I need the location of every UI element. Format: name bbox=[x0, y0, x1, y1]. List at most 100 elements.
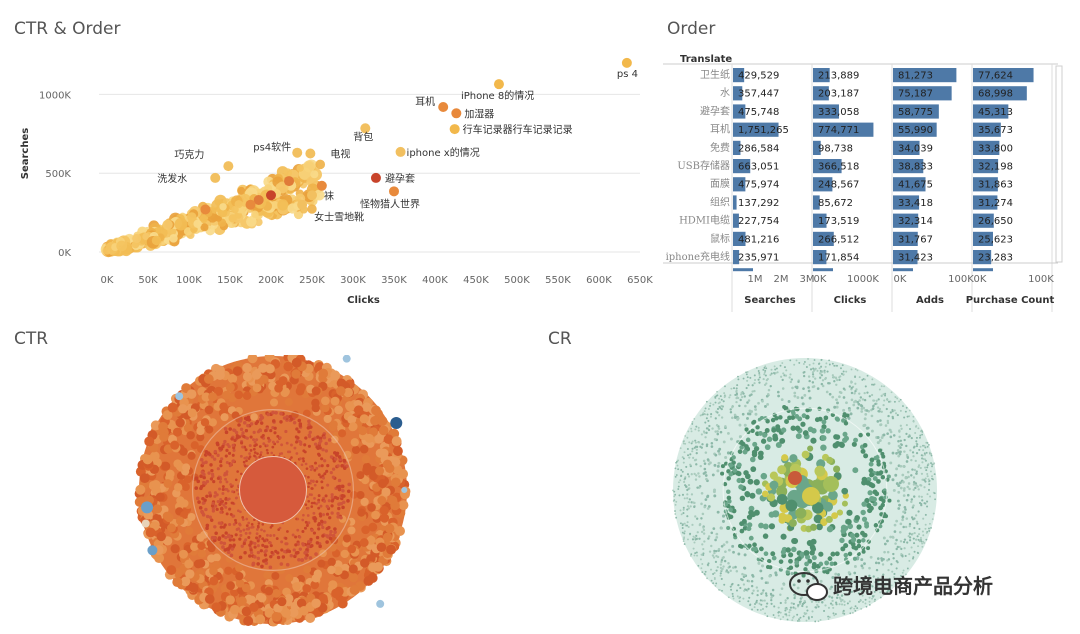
bar bbox=[733, 268, 753, 272]
bubble bbox=[745, 373, 748, 376]
scatter-point bbox=[254, 218, 263, 227]
bubble bbox=[320, 457, 324, 461]
bubble bbox=[348, 572, 359, 583]
bubble bbox=[225, 461, 229, 465]
bubble bbox=[303, 565, 312, 574]
bar-value-label: 481,216 bbox=[738, 234, 779, 245]
x-tick-label: 100K bbox=[176, 275, 202, 286]
bubble bbox=[790, 425, 796, 431]
bubble bbox=[720, 416, 724, 419]
bubble bbox=[862, 443, 868, 448]
bubble bbox=[305, 467, 309, 470]
watermark: 跨境电商产品分析 bbox=[789, 572, 993, 601]
bubble bbox=[915, 520, 919, 523]
bubble bbox=[739, 544, 744, 549]
bubble bbox=[696, 554, 699, 557]
bubble bbox=[672, 500, 675, 502]
bubble bbox=[854, 532, 860, 538]
bubble bbox=[882, 578, 885, 581]
bubble bbox=[243, 551, 247, 555]
bubble bbox=[224, 566, 233, 575]
bubble bbox=[923, 444, 926, 447]
bubble bbox=[321, 534, 325, 538]
bubble bbox=[214, 504, 218, 508]
bubble bbox=[224, 535, 228, 540]
bubble bbox=[796, 613, 799, 616]
bubble bbox=[894, 412, 898, 415]
bubble bbox=[895, 567, 898, 570]
bubble bbox=[718, 401, 721, 404]
bubble bbox=[704, 451, 708, 454]
bubble bbox=[246, 423, 250, 428]
bubble bbox=[779, 437, 786, 444]
bubble bbox=[249, 541, 253, 546]
bubble bbox=[766, 602, 769, 605]
bubble bbox=[807, 386, 810, 389]
bubble bbox=[793, 363, 796, 366]
bubble bbox=[884, 394, 887, 397]
bubble bbox=[849, 532, 855, 539]
bubble bbox=[228, 538, 232, 542]
bubble bbox=[862, 406, 866, 410]
bubble bbox=[356, 471, 365, 480]
bubble bbox=[861, 594, 864, 597]
bubble bbox=[914, 514, 918, 517]
bubble bbox=[835, 383, 838, 387]
bubble bbox=[927, 488, 930, 491]
bubble bbox=[807, 445, 814, 452]
bubble bbox=[732, 566, 735, 569]
bubble bbox=[798, 600, 802, 604]
bubble bbox=[337, 598, 348, 609]
row-header: Translate bbox=[680, 54, 732, 65]
bubble bbox=[395, 525, 405, 536]
bubble bbox=[235, 488, 239, 492]
bubble bbox=[904, 410, 907, 413]
bubble bbox=[674, 475, 677, 478]
bubble bbox=[694, 515, 697, 518]
bubble bbox=[740, 395, 744, 399]
bubble bbox=[841, 364, 844, 367]
scatter-point bbox=[251, 210, 259, 219]
bubble bbox=[717, 427, 721, 430]
row-label: 组织 bbox=[710, 195, 730, 208]
bubble bbox=[770, 551, 776, 557]
bubble bbox=[843, 612, 846, 615]
bubble bbox=[776, 371, 779, 374]
bubble bbox=[831, 576, 835, 579]
bubble bbox=[865, 432, 871, 437]
bubble bbox=[391, 477, 401, 488]
bubble bbox=[331, 467, 336, 471]
bubble bbox=[348, 564, 358, 574]
bubble bbox=[753, 479, 760, 486]
bubble bbox=[713, 551, 716, 555]
bubble bbox=[231, 443, 235, 447]
bubble bbox=[828, 359, 830, 362]
bubble bbox=[922, 540, 925, 543]
bubble bbox=[241, 606, 252, 617]
bubble bbox=[749, 604, 751, 607]
bubble bbox=[216, 499, 220, 504]
bubble bbox=[719, 572, 722, 575]
bubble-highlight bbox=[147, 545, 158, 556]
bubble bbox=[690, 430, 693, 433]
bubble bbox=[900, 553, 903, 556]
bubble bbox=[899, 464, 903, 468]
bubble bbox=[819, 618, 822, 621]
bubble bbox=[347, 415, 357, 425]
bubble bbox=[311, 404, 320, 413]
bubble bbox=[814, 620, 817, 623]
bubble-highlight bbox=[788, 471, 802, 485]
bubble bbox=[318, 544, 322, 549]
bubble bbox=[819, 579, 823, 583]
bubble bbox=[842, 431, 848, 437]
bubble bbox=[330, 511, 334, 515]
bubble bbox=[888, 577, 891, 580]
bar-value-label: 1,751,265 bbox=[738, 125, 789, 136]
bubble bbox=[702, 547, 705, 551]
bubble bbox=[230, 547, 235, 551]
bubble bbox=[869, 457, 875, 463]
bubble bbox=[259, 549, 263, 553]
bubble bbox=[679, 509, 682, 512]
bubble bbox=[244, 464, 247, 468]
bubble bbox=[931, 518, 934, 521]
